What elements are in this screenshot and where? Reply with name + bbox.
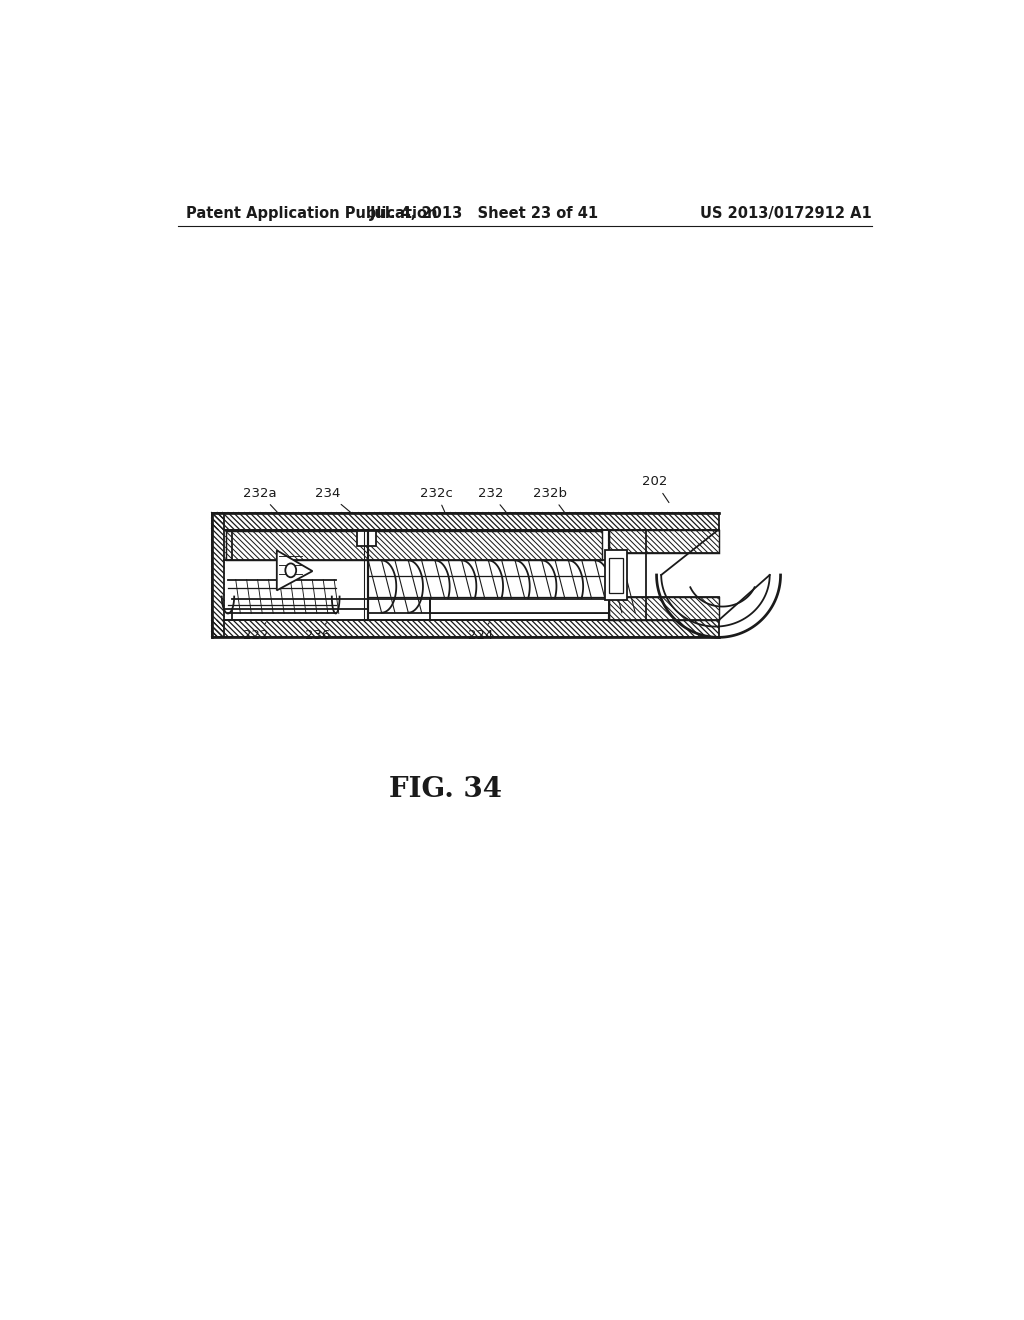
Text: FIG. 34: FIG. 34 [389,776,502,804]
Polygon shape [276,550,312,590]
Bar [212,512,224,638]
Bar [608,529,719,553]
Bar [609,558,624,593]
Text: 202: 202 [642,475,669,503]
Text: US 2013/0172912 A1: US 2013/0172912 A1 [700,206,872,222]
Bar [430,599,608,612]
Bar [356,531,376,546]
Text: 234: 234 [315,487,350,512]
Bar [225,531,602,560]
Text: 232b: 232b [534,487,567,512]
Text: Jul. 4, 2013   Sheet 23 of 41: Jul. 4, 2013 Sheet 23 of 41 [370,206,599,222]
Text: 232c: 232c [420,487,453,512]
Text: 224: 224 [468,623,494,643]
Bar [605,550,627,601]
Bar [212,512,719,529]
Bar [608,597,719,620]
Text: Patent Application Publication: Patent Application Publication [186,206,437,222]
Text: 236: 236 [305,623,331,643]
Ellipse shape [286,564,296,577]
Text: 222: 222 [243,623,268,643]
Text: 232a: 232a [243,487,278,512]
Text: 232: 232 [478,487,506,512]
Bar [212,620,719,638]
